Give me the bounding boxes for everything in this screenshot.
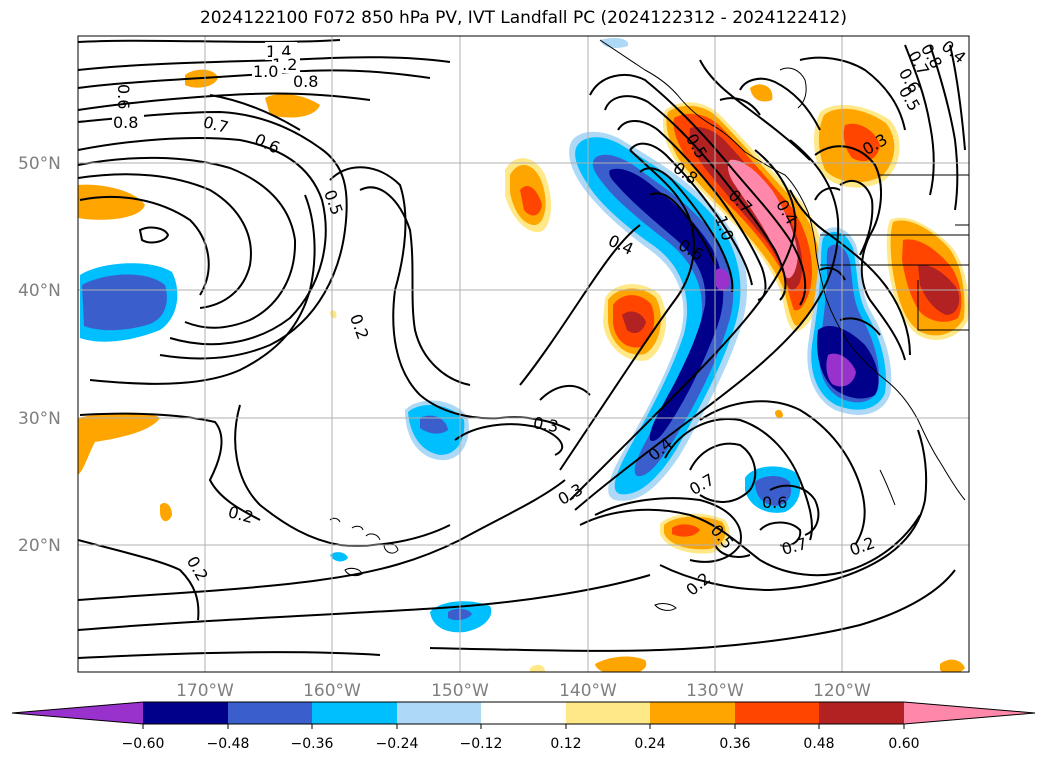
contour-label: 1.0 [253,62,278,81]
plot-frame [77,35,970,673]
lon-label-130w: 130°W [686,681,744,701]
positive-anomaly-west-top [78,184,145,220]
lon-label-170w: 170°W [176,681,234,701]
lon-label-140w: 140°W [559,681,617,701]
hawaii-islands [329,517,677,611]
positive-anomaly-133w [660,513,730,554]
contour-label: 0.6 [114,84,133,109]
lon-label-120w: 120°W [813,681,871,701]
colorbar-segment [566,702,650,724]
colorbar-extend-high [904,702,1035,724]
positive-anomaly-north-2 [265,94,320,118]
longitude-labels: 170°W 160°W 150°W 140°W 130°W 120°W [176,681,871,701]
coastline [599,39,969,506]
lat-label-20n: 20°N [18,536,61,556]
colorbar-tick-label: −0.60 [122,736,165,752]
colorbar-tick-label: 0.12 [550,736,581,752]
colorbar-tick-label: −0.48 [207,736,250,752]
latitude-labels: 20°N 30°N 40°N 50°N [18,154,61,556]
contour-label: 0.8 [293,72,318,91]
colorbar-tick-label: −0.24 [376,736,419,752]
contour-label: 0.6 [762,493,787,512]
positive-anomaly-bottom [595,656,647,672]
positive-anomaly-145w [505,158,552,233]
negative-anomaly-west [80,263,178,342]
lon-label-160w: 160°W [303,681,361,701]
positive-anomaly-east [886,217,969,340]
colorbar-segment [819,702,904,724]
colorbar-segment [650,702,735,724]
graticule [78,36,969,672]
colorbar-tick-label: 0.48 [803,736,834,752]
colorbar-ticks [142,724,905,729]
colorbar-segment [228,702,312,724]
colorbar-tick-label: −0.12 [460,736,503,752]
lat-label-30n: 30°N [18,409,61,429]
colorbar-tick-label: 0.60 [888,736,919,752]
map-title: 2024122100 F072 850 hPa PV, IVT Landfall… [199,8,847,28]
contour-label: 0.8 [113,113,138,132]
colorbar-tick-label: 0.24 [634,736,665,752]
colorbar-segment [312,702,397,724]
contour-label: 0.3 [532,413,560,436]
contour-lines [78,39,966,659]
colorbar: −0.60 −0.48 −0.36 −0.24 −0.12 0.12 0.24 … [11,701,1036,752]
colorbar-segment [481,702,566,724]
colorbar-segment [735,702,819,724]
negative-anomaly-ar-band [569,131,748,501]
lat-label-50n: 50°N [18,154,61,174]
colorbar-segment [397,702,481,724]
colorbar-extend-low [12,702,143,724]
colorbar-tick-label: −0.36 [291,736,334,752]
colorbar-segment [143,702,228,724]
lat-label-40n: 40°N [18,281,61,301]
lon-label-150w: 150°W [431,681,489,701]
positive-anomaly-ne [814,105,900,188]
colorbar-tick-label: 0.36 [719,736,750,752]
positive-anomaly-west-low [78,412,160,475]
